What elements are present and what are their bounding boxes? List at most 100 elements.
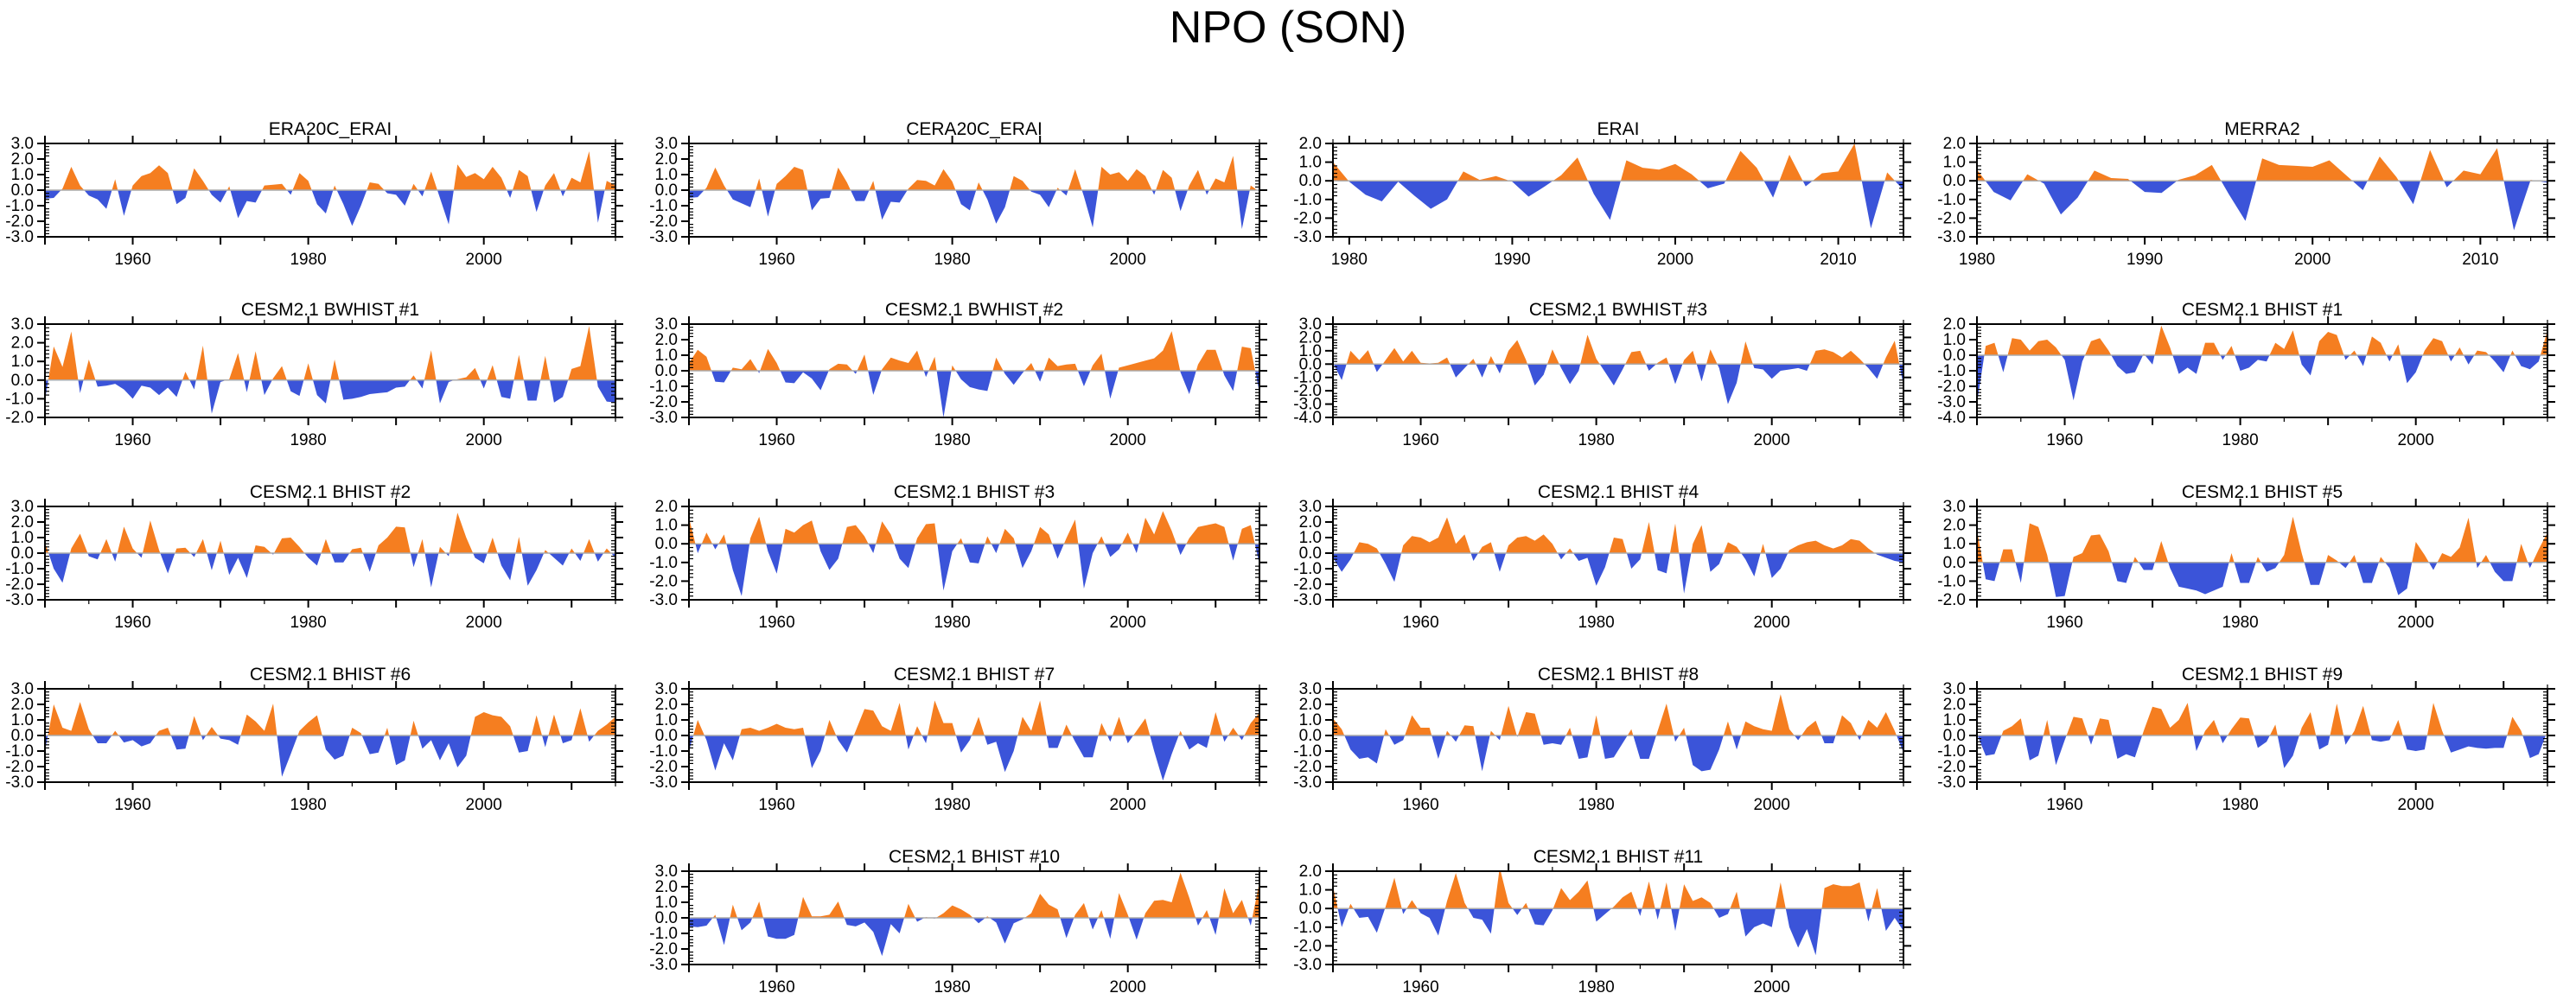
y-tick-label: 3.0 (11, 498, 34, 516)
x-tick-label: 1960 (2046, 796, 2082, 814)
chart-svg: ERAI -3.0-2.0-1.00.01.02.0 1980 1990 2000 201… (1293, 119, 1911, 269)
panel-title: CESM2.1 BHIST #1 (2182, 300, 2343, 320)
chart-svg: CESM2.1 BHIST #6 -3.0-2.0-1.00.01.02.03.0… (5, 665, 623, 814)
axis-ticks (1969, 316, 2555, 425)
y-tick-label: -2.0 (1293, 758, 1322, 776)
axis-ticks (681, 136, 1267, 245)
axis-ticks (681, 863, 1267, 972)
y-tick-label: -2.0 (1937, 758, 1966, 776)
area-positive (1977, 516, 2547, 563)
y-tick-label: -2.0 (649, 393, 678, 411)
panel-cesm2-1-bhist-9: CESM2.1 BHIST #9 -3.0 -2.0 -1.0 0.0 1.0 2.0 3.0… (1932, 659, 2576, 824)
area-negative (45, 553, 615, 588)
y-tick-label: 0.0 (1943, 727, 1966, 745)
x-tick-label: 1980 (2222, 431, 2258, 449)
y-tick-label: 0.0 (655, 535, 678, 553)
y-tick-label: 3.0 (655, 680, 678, 698)
y-tick-label: 0.0 (1299, 355, 1322, 373)
area-negative (45, 190, 615, 226)
x-tick-label: 1960 (1402, 614, 1438, 632)
y-tick-label: 1.0 (1943, 331, 1966, 349)
area-negative (1333, 553, 1903, 594)
y-tick-label: 1.0 (11, 711, 34, 729)
panel-title: CESM2.1 BHIST #7 (894, 665, 1055, 684)
x-tick-label: 2000 (2294, 251, 2331, 269)
area-positive (689, 700, 1259, 735)
x-tick-label: 1980 (934, 978, 970, 996)
area-positive (689, 872, 1259, 918)
y-tick-label: 0.0 (1943, 172, 1966, 190)
y-tick-label: 3.0 (655, 863, 678, 881)
chart-svg: CESM2.1 BHIST #3 -3.0-2.0-1.00.01.02.0 196… (649, 482, 1267, 632)
y-tick-label: -2.0 (649, 572, 678, 590)
y-tick-label: 0.0 (655, 181, 678, 200)
panel-title: MERRA2 (2224, 119, 2300, 139)
y-tick-label: -3.0 (1293, 228, 1322, 246)
y-tick-label: 3.0 (1943, 680, 1966, 698)
axis-ticks (37, 136, 623, 245)
panel-title: ERAI (1597, 119, 1639, 139)
chart-svg: CESM2.1 BHIST #11 -3.0-2.0-1.00.01.02.0 19… (1293, 847, 1911, 996)
area-negative (1333, 735, 1903, 772)
plot-box (1332, 143, 1904, 238)
y-tick-label: 2.0 (1299, 696, 1322, 714)
y-tick-label: -1.0 (649, 554, 678, 572)
area-negative (45, 379, 615, 414)
plot-box (1976, 323, 2548, 418)
y-tick-label: -2.0 (649, 758, 678, 776)
chart-svg: CESM2.1 BHIST #5 -2.0-1.00.01.02.03.0 1960… (1937, 482, 2555, 632)
panel-era20c-erai: ERA20C_ERAI -3.0 -2.0 -1.0 0.0 1.0 2.0 3.0 1960 1… (0, 114, 644, 278)
y-tick-label: 2.0 (655, 331, 678, 349)
chart-svg: CESM2.1 BHIST #9 -3.0-2.0-1.00.01.02.03.0… (1937, 665, 2555, 814)
y-tick-label: 2.0 (1299, 863, 1322, 881)
area-negative (1977, 355, 2547, 404)
y-tick-label: 1.0 (1299, 342, 1322, 360)
y-tick-label: 0.0 (655, 362, 678, 380)
y-tick-label: -2.0 (5, 213, 34, 231)
x-tick-label: 2000 (2398, 431, 2434, 449)
figure-title: NPO (SON) (1169, 3, 1407, 53)
y-tick-label: 2.0 (1299, 135, 1322, 153)
y-tick-label: 2.0 (1943, 315, 1966, 334)
y-tick-label: 3.0 (11, 135, 34, 153)
x-tick-label: 1960 (114, 796, 150, 814)
x-tick-label: 1980 (1578, 796, 1614, 814)
y-tick-label: -2.0 (1937, 378, 1966, 396)
panel-title: CESM2.1 BHIST #6 (250, 665, 411, 684)
y-tick-label: -1.0 (1293, 742, 1322, 761)
y-tick-label: -2.0 (5, 758, 34, 776)
y-tick-label: 2.0 (1943, 696, 1966, 714)
y-tick-label: -3.0 (1937, 393, 1966, 411)
y-tick-label: -1.0 (649, 742, 678, 761)
x-tick-label: 1980 (934, 431, 970, 449)
y-tick-label: 3.0 (655, 315, 678, 334)
y-tick-label: 1.0 (655, 166, 678, 184)
panel-cesm2-1-bhist-4: CESM2.1 BHIST #4 -3.0 -2.0 -1.0 0.0 1.0 2.0 3.0… (1288, 477, 1932, 641)
axis-ticks (37, 499, 623, 608)
x-tick-label: 1980 (1331, 251, 1368, 269)
chart-svg: CESM2.1 BHIST #4 -3.0-2.0-1.00.01.02.03.0… (1293, 482, 1911, 632)
x-tick-label: 1960 (114, 431, 150, 449)
y-tick-label: 2.0 (11, 334, 34, 353)
y-tick-label: -1.0 (649, 925, 678, 943)
y-tick-label: 0.0 (11, 727, 34, 745)
axis-ticks (1969, 681, 2555, 790)
axis-ticks (37, 681, 623, 790)
y-tick-label: 2.0 (11, 696, 34, 714)
axis-ticks (681, 499, 1267, 608)
y-tick-label: 3.0 (11, 315, 34, 334)
y-tick-label: 0.0 (1299, 900, 1322, 918)
x-tick-label: 1980 (934, 614, 970, 632)
plot-box (44, 323, 616, 418)
area-negative (45, 735, 615, 777)
axis-ticks (681, 681, 1267, 790)
y-tick-label: 1.0 (1299, 154, 1322, 172)
panel-title: CESM2.1 BHIST #3 (894, 482, 1055, 502)
area-negative (689, 918, 1259, 957)
panel-cesm2-1-bwhist-2: CESM2.1 BWHIST #2 -3.0 -2.0 -1.0 0.0 1.0 2.0 3.… (644, 295, 1288, 459)
y-tick-label: -1.0 (1293, 191, 1322, 209)
x-tick-label: 1960 (758, 978, 794, 996)
chart-svg: CESM2.1 BHIST #7 -3.0-2.0-1.00.01.02.03.0… (649, 665, 1267, 814)
axis-ticks (37, 316, 623, 425)
y-tick-label: -1.0 (5, 197, 34, 215)
